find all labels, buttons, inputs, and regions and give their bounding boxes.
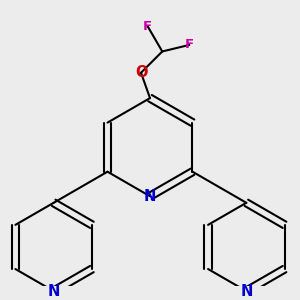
Text: O: O [135,65,147,80]
Text: F: F [143,20,152,33]
Text: N: N [144,189,156,204]
Text: F: F [185,38,194,51]
Text: N: N [240,284,253,298]
Text: N: N [47,284,60,298]
